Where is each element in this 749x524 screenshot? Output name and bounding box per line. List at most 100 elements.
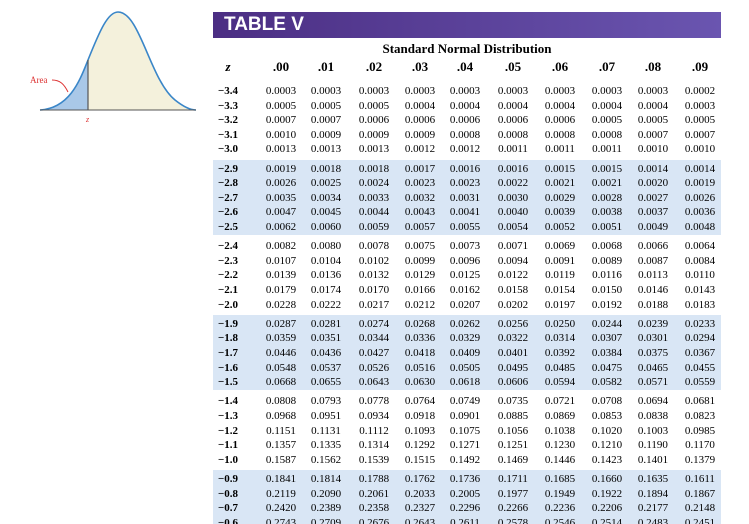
probability: 0.0044 <box>358 206 390 219</box>
probability: 0.0027 <box>637 191 669 204</box>
probability: 0.0951 <box>310 410 342 422</box>
probability: 0.2236 <box>544 502 576 515</box>
probability: 0.0017 <box>404 162 436 175</box>
probability: 0.0020 <box>637 177 669 190</box>
column-header: .02 <box>365 59 383 74</box>
probability: 0.0322 <box>497 332 529 345</box>
probability: 0.0294 <box>684 332 716 345</box>
probability: 0.2546 <box>544 516 576 524</box>
probability: 0.0021 <box>544 177 576 190</box>
probability: 0.0011 <box>545 143 575 156</box>
probability: 0.1210 <box>591 439 623 452</box>
probability: 0.0102 <box>358 254 390 267</box>
z-value: −0.8 <box>217 487 239 500</box>
column-header: .03 <box>411 59 429 74</box>
probability: 0.0013 <box>358 143 390 156</box>
z-value: −2.5 <box>217 221 239 233</box>
probability: 0.0003 <box>544 85 576 97</box>
probability: 0.1335 <box>310 439 342 452</box>
area-arrow <box>51 79 69 93</box>
probability: 0.0018 <box>310 162 342 175</box>
probability: 0.2033 <box>404 487 436 500</box>
probability: 0.0495 <box>497 361 529 374</box>
probability: 0.0003 <box>637 85 669 97</box>
z-value: −2.1 <box>217 284 239 296</box>
probability: 0.0011 <box>592 143 622 156</box>
probability: 0.0136 <box>310 269 342 282</box>
probability: 0.0037 <box>637 206 669 219</box>
curve <box>39 11 197 111</box>
probability: 0.0036 <box>684 206 716 219</box>
column-header: .06 <box>551 59 569 74</box>
probability: 0.0274 <box>358 317 390 330</box>
probability: 0.0023 <box>449 177 481 190</box>
probability: 0.0143 <box>684 284 716 296</box>
probability: 0.0104 <box>310 254 342 267</box>
probability: 0.0427 <box>358 347 390 359</box>
z-value: −2.2 <box>217 269 239 282</box>
probability: 0.0022 <box>497 177 529 190</box>
probability: 0.1251 <box>497 439 529 452</box>
probability: 0.0004 <box>544 99 576 112</box>
probability: 0.0006 <box>449 114 481 127</box>
probability: 0.0018 <box>358 162 390 175</box>
probability: 0.0005 <box>265 99 297 112</box>
probability: 0.2358 <box>358 502 390 515</box>
probability: 0.0007 <box>684 128 716 141</box>
probability: 0.2743 <box>265 516 297 524</box>
z-value: −3.0 <box>217 143 239 156</box>
probability: 0.0808 <box>265 395 297 408</box>
probability: 0.0244 <box>591 317 623 330</box>
probability: 0.1314 <box>358 439 390 452</box>
probability: 0.2611 <box>450 516 480 524</box>
row-group <box>213 314 721 390</box>
probability: 0.0003 <box>265 85 297 97</box>
probability: 0.0150 <box>591 284 623 296</box>
probability: 0.0045 <box>310 206 342 219</box>
row-group <box>213 237 721 313</box>
probability: 0.0606 <box>497 376 529 389</box>
probability: 0.0034 <box>310 191 342 204</box>
probability: 0.0823 <box>684 410 716 422</box>
probability: 0.1587 <box>265 453 297 466</box>
probability: 0.0262 <box>449 317 481 330</box>
probability: 0.0582 <box>591 376 623 389</box>
probability: 0.0885 <box>497 410 529 422</box>
probability: 0.2148 <box>684 502 716 515</box>
probability: 0.0505 <box>449 361 481 374</box>
area-label: Area <box>30 75 48 85</box>
column-header: .09 <box>691 59 709 74</box>
probability: 0.0110 <box>685 269 715 282</box>
probability: 0.2514 <box>591 516 623 524</box>
probability: 0.0132 <box>358 269 390 282</box>
probability: 0.0256 <box>497 317 529 330</box>
z-value: −1.3 <box>217 410 239 422</box>
probability: 0.1170 <box>685 439 715 452</box>
probability: 0.0384 <box>591 347 623 359</box>
probability: 0.0548 <box>265 361 297 374</box>
z-value: −2.3 <box>217 254 239 267</box>
z-value: −1.1 <box>217 439 239 452</box>
probability: 0.0068 <box>591 240 623 253</box>
probability: 0.0307 <box>591 332 623 345</box>
probability: 0.0005 <box>358 99 390 112</box>
probability: 0.2266 <box>497 502 529 515</box>
probability: 0.0009 <box>310 128 342 141</box>
z-value: −1.0 <box>217 453 239 466</box>
probability: 0.2578 <box>497 516 529 524</box>
column-header: .00 <box>272 59 290 74</box>
probability: 0.0336 <box>404 332 436 345</box>
probability: 0.0918 <box>404 410 436 422</box>
probability: 0.0089 <box>591 254 623 267</box>
probability: 0.0455 <box>684 361 716 374</box>
probability: 0.0004 <box>404 99 436 112</box>
probability: 0.1003 <box>637 424 669 437</box>
probability: 0.2090 <box>310 487 342 500</box>
probability: 0.0019 <box>265 162 297 175</box>
probability: 0.0139 <box>265 269 297 282</box>
probability: 0.0087 <box>637 254 669 267</box>
probability: 0.1841 <box>265 473 297 485</box>
probability: 0.0116 <box>592 269 622 282</box>
probability: 0.2709 <box>310 516 342 524</box>
z-value: −2.4 <box>217 240 239 253</box>
